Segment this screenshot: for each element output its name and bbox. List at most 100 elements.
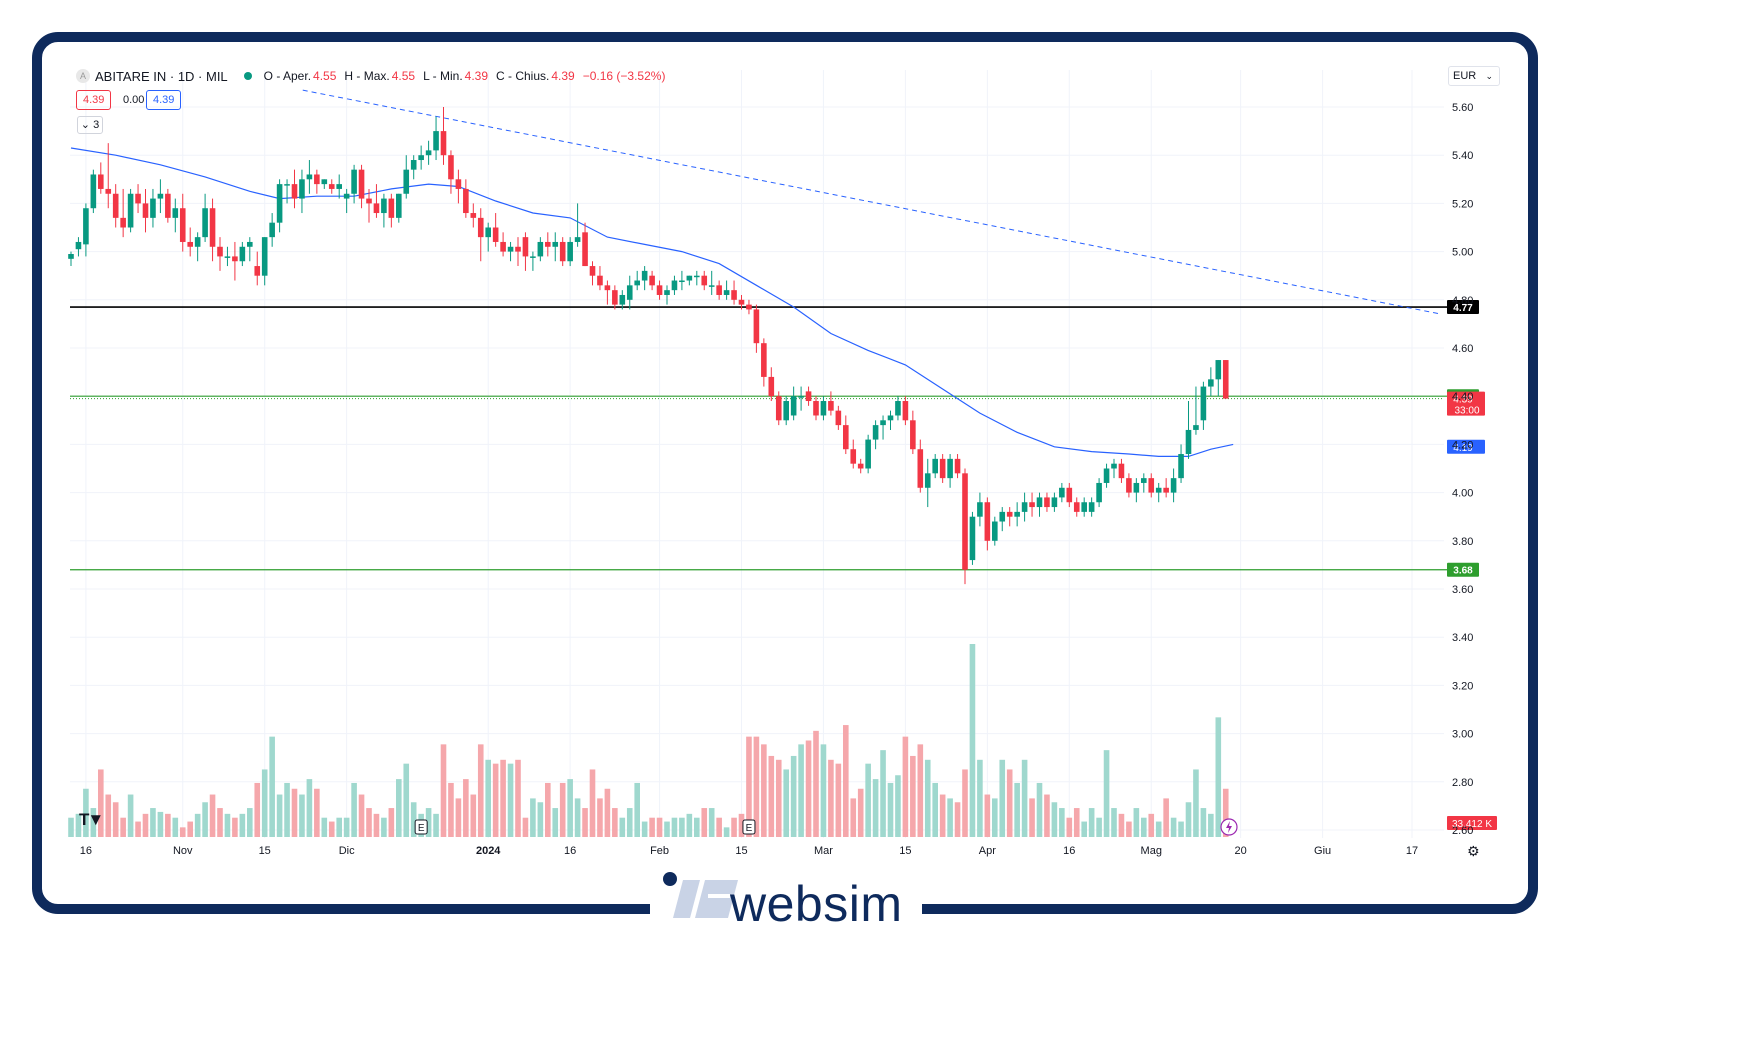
chart-legend: A ABITARE IN · 1D · MIL O - Aper. 4.55 H … <box>76 66 673 86</box>
volume-bar <box>1044 794 1050 837</box>
x-tick-label: 2024 <box>476 845 501 857</box>
volume-bar <box>470 794 477 837</box>
x-tick-label: 15 <box>899 845 911 857</box>
candle-body <box>1059 487 1065 498</box>
y-tick-label: 5.00 <box>1452 247 1473 259</box>
volume-bar <box>1036 782 1043 837</box>
volume-bar <box>1222 788 1229 837</box>
candle-body <box>962 473 968 570</box>
candle-body <box>299 179 305 199</box>
x-tick-label: 20 <box>1235 845 1247 857</box>
volume-bar <box>388 808 395 837</box>
buy-price-box[interactable]: 4.39 <box>146 90 182 110</box>
candle-body <box>98 174 104 189</box>
candle-body <box>1081 502 1087 512</box>
candle-body <box>1036 497 1043 508</box>
candle-body <box>150 198 156 218</box>
volume-bar <box>172 817 179 837</box>
candle-body <box>321 179 328 185</box>
volume-bar <box>589 769 596 837</box>
candle-body <box>261 237 268 276</box>
candle-body <box>813 401 819 416</box>
candle-body <box>708 285 715 287</box>
candle-body <box>664 290 670 295</box>
volume-bar <box>1014 782 1020 837</box>
candle-body <box>239 246 246 262</box>
volume-bar <box>1118 813 1125 837</box>
candle-body <box>1118 463 1125 479</box>
candle-body <box>686 275 693 281</box>
volume-bar <box>507 763 514 837</box>
candle-body <box>1178 454 1184 479</box>
gear-icon[interactable]: ⚙ <box>1467 843 1480 859</box>
candle-body <box>656 285 663 295</box>
candle-body <box>731 290 737 300</box>
candle-body <box>530 256 536 258</box>
candle-body <box>746 304 752 310</box>
volume-bar <box>1126 821 1132 837</box>
volume-bar <box>500 759 506 837</box>
symbol-title[interactable]: ABITARE IN · 1D · MIL <box>95 68 228 84</box>
volume-bar <box>1170 817 1177 837</box>
volume-bar <box>440 744 447 837</box>
candle-body <box>545 241 551 247</box>
volume-bar <box>641 821 648 837</box>
volume-bar <box>992 798 998 837</box>
volume-bar <box>634 782 640 837</box>
candle-body <box>187 241 193 247</box>
volume-bar <box>217 808 223 837</box>
candle-body <box>306 174 313 180</box>
candle-body <box>865 439 871 469</box>
volume-bar <box>1029 798 1035 837</box>
volume-bar <box>187 821 193 837</box>
close-label: C - Chius. <box>496 69 550 83</box>
volume-bar <box>455 798 462 837</box>
volume-bar <box>686 813 693 837</box>
volume-bar <box>425 808 432 837</box>
candle-body <box>165 193 171 218</box>
volume-bar <box>269 736 275 837</box>
candle-body <box>68 254 74 259</box>
candle-body <box>381 198 387 214</box>
volume-bar <box>656 817 663 837</box>
volume-bar <box>261 769 268 837</box>
candle-body <box>254 266 261 276</box>
high-label: H - Max. <box>344 69 390 83</box>
candle-body <box>135 193 141 204</box>
moving-average-line <box>70 147 1234 457</box>
volume-bar <box>284 782 290 837</box>
candle-body <box>351 169 357 194</box>
candle-body <box>790 396 797 416</box>
volume-bar <box>708 808 715 837</box>
volume-bar <box>768 755 775 837</box>
volume-bar <box>1200 808 1207 837</box>
volume-bar <box>381 817 387 837</box>
indicator-count: 3 <box>93 119 100 131</box>
volume-bar <box>723 827 730 837</box>
volume-bar <box>157 811 164 837</box>
indicators-toggle-button[interactable]: ⌄ 3 <box>77 116 103 134</box>
volume-bar <box>783 769 789 837</box>
candle-body <box>314 174 320 185</box>
level-label: 3.68 <box>1453 566 1473 577</box>
volume-bar <box>366 808 372 837</box>
x-tick-label: 16 <box>80 845 92 857</box>
candle-body <box>917 449 924 488</box>
lightning-glyph <box>1226 821 1232 833</box>
candle-body <box>1044 497 1050 508</box>
candle-body <box>433 131 439 151</box>
candle-body <box>470 213 477 218</box>
candle-body <box>574 237 581 242</box>
websim-logo-dot <box>663 872 677 886</box>
volume-bar <box>202 802 208 837</box>
candle-body <box>112 193 119 218</box>
sell-price-box[interactable]: 4.39 <box>76 90 112 110</box>
candle-body <box>373 203 380 214</box>
chevron-down-icon: ⌄ <box>80 119 91 131</box>
volume-bar <box>775 759 782 837</box>
volume-bar <box>857 788 864 837</box>
candle-body <box>1208 379 1214 387</box>
price-label: 4.19 <box>1453 443 1473 454</box>
currency-select[interactable]: EUR ⌄ <box>1448 66 1500 86</box>
